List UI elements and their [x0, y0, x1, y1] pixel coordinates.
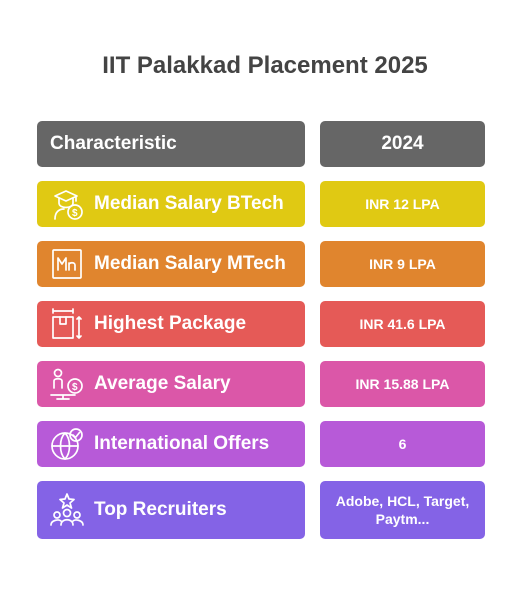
row-value: INR 12 LPA	[320, 181, 485, 227]
person-balance-icon: $	[49, 366, 85, 402]
row-label: Average Salary	[94, 373, 231, 394]
mn-element-icon	[49, 246, 85, 282]
header-year: 2024	[320, 121, 485, 167]
row-average-salary: $ Average Salary	[37, 361, 305, 407]
row-label: International Offers	[94, 433, 270, 454]
svg-text:$: $	[72, 382, 78, 393]
header-characteristic: Characteristic	[37, 121, 305, 167]
row-value: INR 41.6 LPA	[320, 301, 485, 347]
row-value-text: INR 15.88 LPA	[355, 376, 450, 392]
svg-text:$: $	[72, 208, 78, 219]
row-value: INR 15.88 LPA	[320, 361, 485, 407]
box-dimensions-icon	[49, 306, 85, 342]
row-label: Top Recruiters	[94, 499, 227, 520]
globe-check-icon	[49, 426, 85, 462]
row-label: Highest Package	[94, 313, 247, 334]
row-value-text: INR 12 LPA	[365, 196, 440, 212]
row-highest-package: Highest Package	[37, 301, 305, 347]
header-year-label: 2024	[381, 133, 424, 154]
row-label: Median Salary MTech	[94, 253, 286, 274]
row-value: Adobe, HCL, Target, Paytm...	[320, 481, 485, 539]
graduate-dollar-icon: $	[49, 186, 85, 222]
row-value: 6	[320, 421, 485, 467]
header-characteristic-label: Characteristic	[50, 133, 177, 154]
team-star-icon	[49, 492, 85, 528]
row-median-salary-btech: $ Median Salary BTech	[37, 181, 305, 227]
row-median-salary-mtech: Median Salary MTech	[37, 241, 305, 287]
row-value-text: Adobe, HCL, Target, Paytm...	[335, 493, 470, 527]
row-top-recruiters: Top Recruiters	[37, 481, 305, 539]
page-title: IIT Palakkad Placement 2025	[102, 52, 428, 79]
row-label: Median Salary BTech	[94, 193, 284, 214]
row-value-text: INR 41.6 LPA	[359, 316, 446, 332]
row-value-text: INR 9 LPA	[369, 256, 436, 272]
row-international-offers: International Offers	[37, 421, 305, 467]
row-value-text: 6	[398, 436, 407, 452]
row-value: INR 9 LPA	[320, 241, 485, 287]
